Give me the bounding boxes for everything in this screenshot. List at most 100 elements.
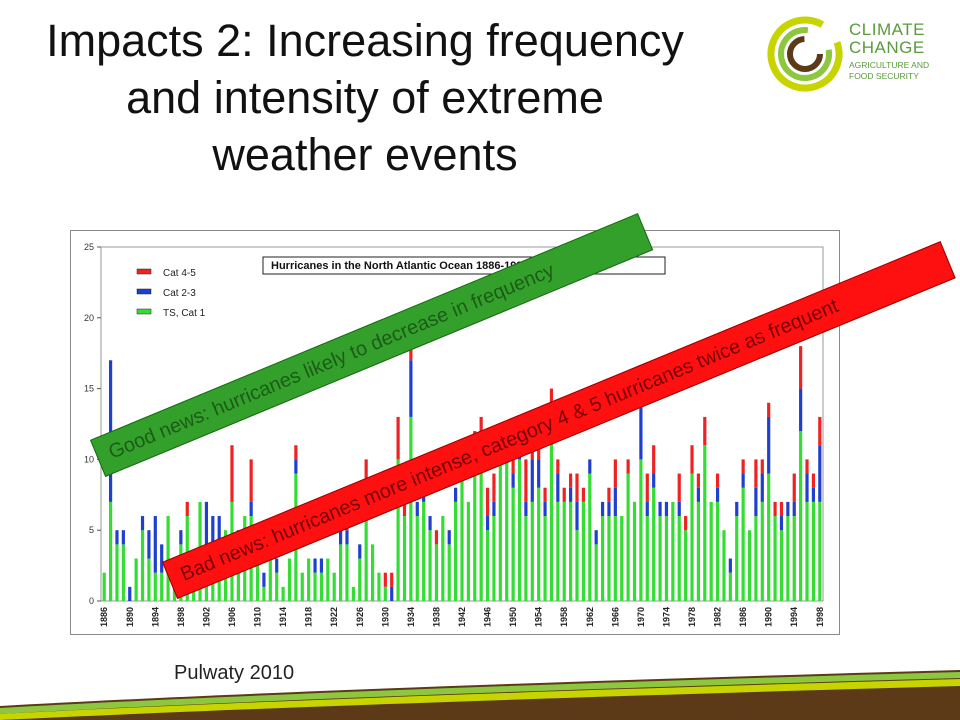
bar-segment (268, 530, 272, 601)
bar-segment (409, 360, 413, 417)
bar-segment (454, 501, 458, 601)
bar-segment (684, 530, 688, 601)
bar-segment (524, 516, 528, 601)
bar-segment (428, 516, 432, 531)
bar-segment (741, 487, 745, 601)
bar-segment (562, 501, 566, 601)
x-tick-label: 1982 (713, 607, 723, 627)
bar-segment (588, 459, 592, 474)
x-tick-label: 1890 (125, 607, 135, 627)
bar-segment (556, 473, 560, 502)
bar-segment (671, 501, 675, 601)
bar-segment (447, 544, 451, 601)
bar-segment (684, 516, 688, 531)
bar-segment (786, 516, 790, 601)
bar-segment (696, 501, 700, 601)
bar-segment (134, 558, 138, 601)
bar-segment (409, 416, 413, 601)
bar-segment (498, 445, 502, 601)
y-tick-label: 25 (84, 242, 94, 252)
bar-segment (715, 473, 720, 488)
bar-segment (645, 501, 649, 517)
y-tick-label: 0 (89, 596, 94, 606)
bar-segment (370, 544, 375, 601)
bar-segment (703, 416, 707, 446)
bar-segment (632, 501, 637, 601)
x-tick-label: 1902 (201, 607, 211, 627)
bar-segment (326, 558, 330, 601)
logo-line-4: FOOD SECURITY (849, 71, 919, 81)
bar-segment (115, 530, 119, 545)
bar-segment (811, 501, 816, 601)
bar-segment (204, 501, 209, 545)
bar-segment (760, 473, 764, 502)
bar-segment (319, 572, 324, 601)
bar-segment (747, 530, 752, 601)
legend-swatch (136, 308, 152, 315)
legend-swatch (136, 268, 152, 275)
bar-segment (677, 473, 681, 502)
bar-segment (434, 530, 439, 545)
bar-segment (703, 445, 707, 601)
bar-segment (773, 501, 777, 517)
bar-segment (696, 473, 700, 488)
x-tick-label: 1978 (687, 607, 697, 627)
bar-segment (236, 558, 240, 601)
bar-segment (741, 473, 745, 488)
citation: Pulwaty 2010 (174, 662, 295, 684)
x-tick-label: 1886 (99, 607, 109, 627)
bar-segment (415, 516, 419, 601)
bar-segment (543, 487, 547, 502)
bar-segment (460, 473, 464, 601)
bar-segment (600, 516, 605, 601)
cgiar-ccafs-logo: CLIMATE CHANGE AGRICULTURE AND FOOD SECU… (765, 14, 945, 94)
bar-segment (760, 459, 764, 474)
bar-segment (715, 487, 720, 502)
bar-segment (664, 501, 669, 517)
bar-segment (115, 544, 119, 601)
bar-segment (294, 445, 298, 460)
bar-segment (779, 501, 784, 517)
bar-segment (735, 501, 739, 517)
bar-segment (760, 501, 764, 601)
bar-segment (473, 473, 477, 601)
bar-segment (600, 501, 605, 517)
bar-segment (537, 459, 541, 488)
bar-segment (728, 572, 732, 601)
bar-segment (792, 501, 796, 517)
bar-segment (160, 544, 164, 573)
bar-segment (569, 487, 573, 502)
bar-segment (102, 572, 106, 601)
x-tick-label: 1942 (457, 607, 467, 627)
bar-segment (447, 530, 451, 545)
bar-segment (160, 572, 164, 601)
bar-segment (543, 516, 547, 601)
bar-segment (588, 473, 592, 601)
bar-segment (652, 445, 656, 474)
bar-segment (339, 544, 343, 601)
bar-segment (153, 516, 157, 573)
bar-segment (249, 459, 253, 502)
bar-segment (230, 445, 234, 502)
bar-segment (492, 473, 496, 502)
x-tick-label: 1898 (176, 607, 186, 627)
bar-segment (128, 586, 132, 601)
x-tick-label: 1962 (585, 607, 595, 627)
x-tick-label: 1998 (815, 607, 825, 627)
bar-segment (294, 459, 298, 474)
bar-segment (287, 558, 292, 601)
bar-segment (677, 516, 681, 601)
bar-segment (620, 516, 624, 601)
bar-segment (537, 445, 541, 460)
bar-segment (121, 544, 125, 601)
bar-segment (754, 459, 758, 488)
bar-segment (383, 572, 387, 587)
x-tick-label: 1946 (483, 607, 493, 627)
x-tick-label: 1922 (329, 607, 339, 627)
x-tick-label: 1918 (304, 607, 314, 627)
bar-segment (767, 416, 771, 474)
bar-segment (549, 388, 554, 403)
bar-segment (479, 459, 483, 601)
y-tick-label: 10 (84, 454, 94, 464)
bar-segment (728, 558, 732, 573)
